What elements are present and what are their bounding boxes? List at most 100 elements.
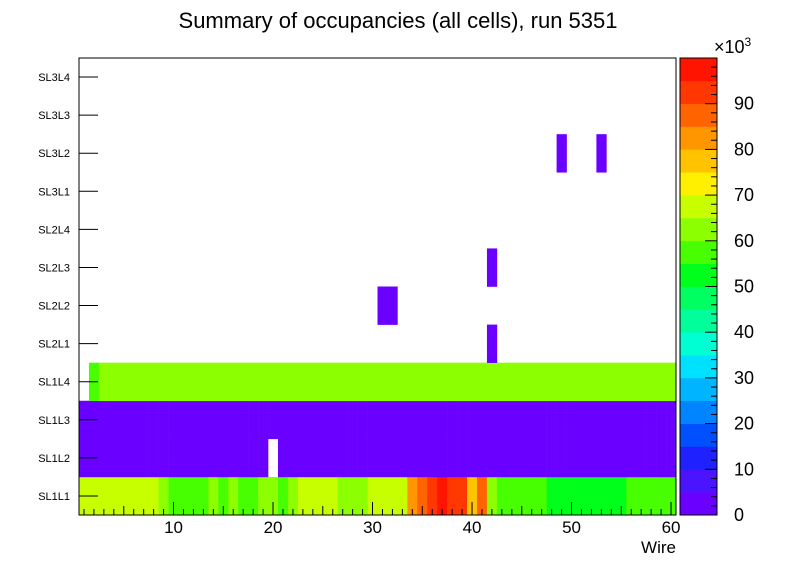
heatmap-cell <box>576 362 587 402</box>
y-tick-label: SL1L1 <box>38 491 70 503</box>
heatmap-cell <box>317 400 329 440</box>
heatmap-cell <box>287 362 299 402</box>
plot-frame <box>78 57 677 516</box>
heatmap-cell <box>337 476 348 516</box>
heatmap-cell <box>148 438 159 478</box>
heatmap-cell <box>228 362 239 402</box>
heatmap-cell <box>108 362 120 402</box>
heatmap-cell <box>596 134 607 173</box>
heatmap-cell <box>258 438 269 478</box>
heatmap-cell <box>516 438 528 478</box>
heatmap-cell <box>506 362 518 402</box>
heatmap-cell <box>178 438 189 478</box>
y-tick-label: SL1L4 <box>38 377 70 389</box>
palette-swatch <box>680 377 717 402</box>
heatmap-cell <box>417 476 428 516</box>
color-palette: 0 10 20 30 40 50 60 70 80 90 <box>679 57 754 525</box>
heatmap-cell <box>238 438 249 478</box>
heatmap-cell <box>208 362 219 402</box>
heatmap-cell <box>447 438 458 478</box>
heatmap-cell <box>427 362 438 402</box>
y-tick-label: SL2L1 <box>38 339 70 351</box>
heatmap-cell <box>297 438 309 478</box>
heatmap-cell <box>506 438 518 478</box>
heatmap-cell <box>218 362 229 402</box>
heatmap-cell <box>128 476 139 516</box>
heatmap-cell <box>268 362 279 402</box>
palette-swatch <box>680 286 717 310</box>
heatmap-cell <box>516 476 528 516</box>
heatmap-cell <box>297 476 309 516</box>
heatmap-cell <box>606 476 617 516</box>
heatmap-cell <box>297 362 309 402</box>
heatmap-cell <box>168 476 179 516</box>
heatmap-cell <box>268 476 279 516</box>
heatmap-cell <box>546 476 557 516</box>
heatmap-cell <box>417 362 428 402</box>
y-tick-label: SL3L4 <box>38 72 70 84</box>
palette-tick-label: 20 <box>734 414 754 434</box>
heatmap-cell <box>128 438 139 478</box>
heatmap-cell <box>148 476 159 516</box>
heatmap-cell <box>377 476 388 516</box>
palette-tick-label: 80 <box>734 139 754 159</box>
heatmap-cell <box>546 400 557 440</box>
heatmap-cell <box>178 476 189 516</box>
y-tick-label: SL3L1 <box>38 186 70 198</box>
heatmap-cell <box>228 438 239 478</box>
heatmap-cell <box>566 438 577 478</box>
heatmap-cell <box>118 400 130 440</box>
heatmap-cell <box>208 438 219 478</box>
heatmap-cell <box>118 362 130 402</box>
heatmap-cell <box>98 400 110 440</box>
palette-swatch <box>680 400 717 424</box>
heatmap-cell <box>536 362 547 402</box>
heatmap-cell <box>546 438 557 478</box>
heatmap-cell <box>357 400 368 440</box>
heatmap-cell <box>526 362 537 402</box>
heatmap-cell <box>666 476 677 516</box>
palette-swatch <box>680 58 717 82</box>
heatmap-cell <box>367 476 378 516</box>
heatmap-cell <box>606 362 617 402</box>
heatmap-cell <box>397 438 408 478</box>
palette-swatch <box>680 172 717 196</box>
heatmap-cell <box>248 362 259 402</box>
heatmap-cell <box>198 362 209 402</box>
heatmap-cell <box>407 362 418 402</box>
palette-tick-label: 30 <box>734 368 754 388</box>
heatmap-cell <box>317 438 329 478</box>
palette-tick-label: 60 <box>734 231 754 251</box>
heatmap-cell <box>287 400 299 440</box>
palette-swatch <box>680 126 717 150</box>
heatmap-cell <box>516 362 528 402</box>
heatmap-cell <box>427 400 438 440</box>
heatmap-cell <box>377 400 388 440</box>
heatmap-cell <box>268 400 279 440</box>
heatmap-cell <box>377 286 388 325</box>
heatmap-cell <box>506 400 518 440</box>
palette-swatch <box>680 80 717 104</box>
heatmap-cell <box>387 362 398 402</box>
heatmap-cell <box>586 476 597 516</box>
heatmap-cell <box>457 400 468 440</box>
heatmap-cell <box>188 362 199 402</box>
heatmap-cell <box>108 400 120 440</box>
heatmap-cell <box>646 362 657 402</box>
heatmap-cell <box>626 362 637 402</box>
heatmap-cell <box>467 362 478 402</box>
y-tick-label: SL2L3 <box>38 262 70 274</box>
heatmap-cell <box>347 362 358 402</box>
heatmap-cell <box>238 400 249 440</box>
heatmap-cell <box>496 362 508 402</box>
heatmap-cell <box>447 362 458 402</box>
heatmap-cell <box>188 476 199 516</box>
heatmap-cell <box>218 476 229 516</box>
heatmap-cell <box>467 438 478 478</box>
heatmap-cell <box>278 400 289 440</box>
heatmap-cell <box>278 438 289 478</box>
x-tick-label: 30 <box>363 518 382 537</box>
heatmap-cell <box>486 476 498 516</box>
heatmap-cell <box>367 400 378 440</box>
heatmap-cell <box>636 476 647 516</box>
